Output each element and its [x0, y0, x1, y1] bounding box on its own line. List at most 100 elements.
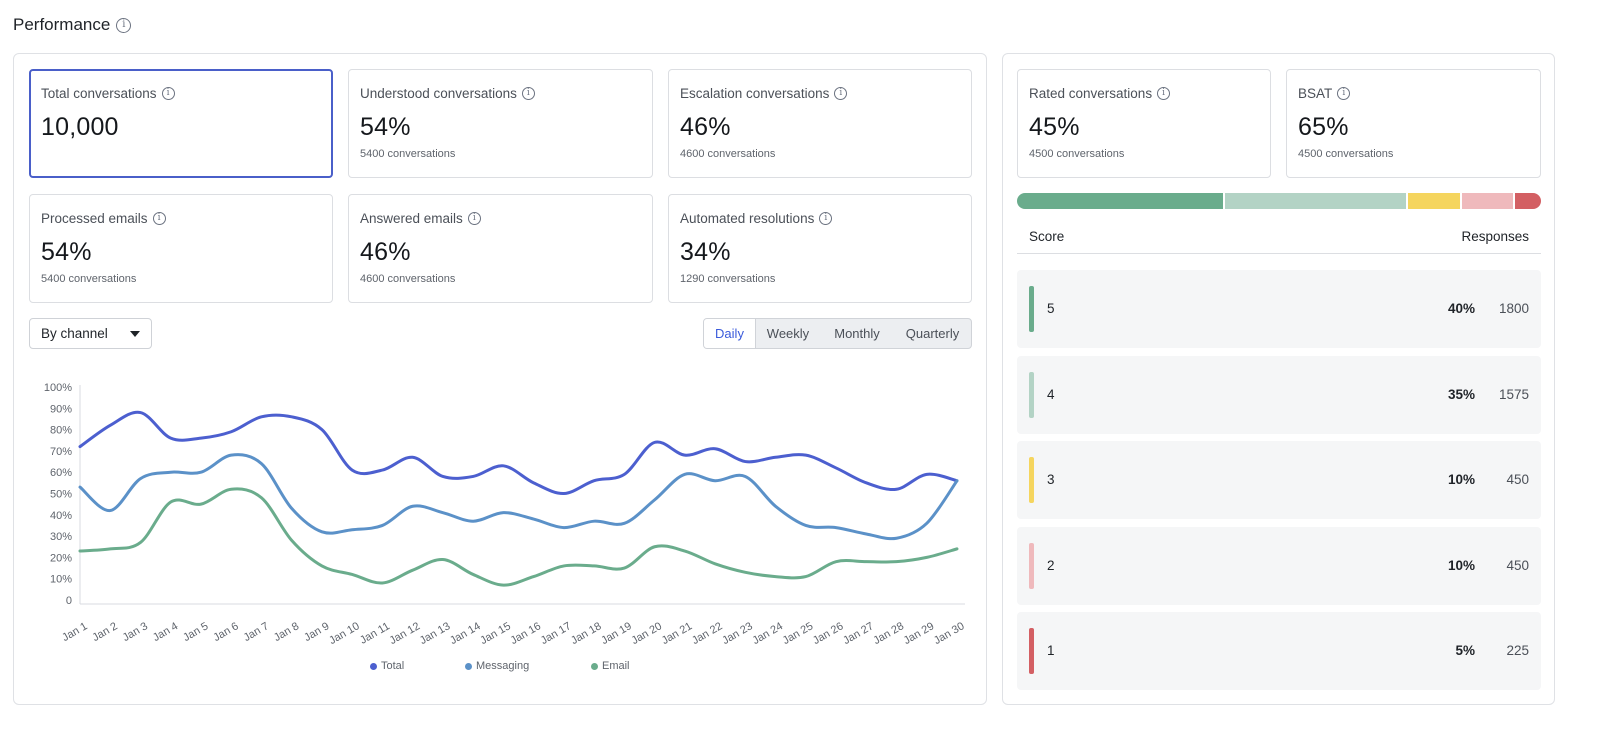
legend-item-total[interactable]: Total [370, 660, 404, 672]
info-icon[interactable]: i [834, 87, 848, 100]
conversation-metrics-panel: Total conversations i 10,000 Understood c… [13, 53, 987, 705]
channel-select[interactable]: By channel [29, 318, 152, 349]
legend-dot [591, 662, 598, 670]
y-tick-label: 30% [50, 531, 72, 543]
info-icon[interactable]: i [467, 212, 481, 225]
y-tick-label: 90% [50, 403, 72, 415]
x-tick-label: Jan 26 [811, 620, 846, 647]
score-response-count: 450 [1506, 558, 1529, 573]
metric-card-rated-conversations[interactable]: Rated conversations i 45% 4500 conversati… [1017, 69, 1271, 178]
metric-value: 65% [1298, 113, 1349, 141]
page-title: Performance i [13, 15, 132, 35]
metric-value: 54% [360, 113, 411, 141]
x-tick-label: Jan 29 [902, 620, 937, 647]
info-icon[interactable]: i [116, 17, 132, 33]
legend-label: Total [381, 660, 405, 672]
conversation-trend-chart: 010%20%30%40%50%60%70%80%90%100%Jan 1 Jan… [44, 382, 967, 647]
metric-subtext: 1290 conversations [680, 273, 776, 285]
x-tick-label: Jan 13 [418, 620, 453, 647]
score-percentage: 5% [1455, 643, 1475, 658]
x-tick-label: Jan 3 [121, 620, 150, 644]
bsat-segment-score-5[interactable] [1017, 193, 1224, 209]
score-row: 1 5% 225 [1017, 612, 1541, 690]
score-column-header: Score [1029, 229, 1065, 244]
score-color-bar [1029, 457, 1034, 503]
metric-card-understood-conversations[interactable]: Understood conversations i 54% 5400 conve… [348, 69, 653, 178]
legend-item-email[interactable]: Email [591, 660, 630, 672]
period-monthly-button[interactable]: Monthly [834, 326, 880, 341]
x-tick-label: Jan 23 [720, 620, 755, 647]
x-tick-label: Jan 7 [242, 620, 271, 644]
score-row: 3 10% 450 [1017, 441, 1541, 519]
metric-subtext: 5400 conversations [41, 273, 137, 285]
period-toggle: Daily Weekly Monthly Quarterly [703, 318, 972, 349]
metric-card-escalation-conversations[interactable]: Escalation conversations i 46% 4600 conve… [668, 69, 972, 178]
score-percentage: 40% [1447, 301, 1475, 316]
metric-value: 46% [360, 238, 411, 266]
y-tick-label: 10% [50, 574, 72, 586]
legend-label: Messaging [476, 660, 530, 672]
series-line-email [78, 487, 959, 587]
x-tick-label: Jan 28 [871, 620, 906, 647]
bsat-distribution-bar [1017, 193, 1541, 209]
x-tick-label: Jan 19 [599, 620, 634, 647]
x-tick-label: Jan 25 [781, 620, 816, 647]
metric-subtext: 4600 conversations [680, 148, 776, 160]
metric-subtext: 4500 conversations [1298, 148, 1394, 160]
score-value: 5 [1047, 301, 1055, 316]
metric-card-bsat[interactable]: BSAT i 65% 4500 conversations [1286, 69, 1541, 178]
period-weekly-button[interactable]: Weekly [766, 326, 810, 341]
metric-card-answered-emails[interactable]: Answered emails i 46% 4600 conversations [348, 194, 653, 303]
bsat-segment-score-2[interactable] [1461, 193, 1514, 209]
period-quarterly-button[interactable]: Quarterly [905, 326, 960, 341]
info-icon[interactable]: i [819, 212, 833, 225]
score-value: 2 [1047, 558, 1055, 573]
score-color-bar [1029, 628, 1034, 674]
info-icon[interactable]: i [1337, 87, 1351, 100]
score-response-count: 225 [1506, 643, 1529, 658]
metric-label: Answered emails [360, 211, 463, 226]
score-percentage: 10% [1447, 558, 1475, 573]
score-response-count: 1800 [1498, 301, 1529, 316]
bsat-segment-score-3[interactable] [1407, 193, 1460, 209]
metric-value: 54% [41, 238, 92, 266]
x-tick-label: Jan 30 [932, 620, 967, 647]
info-icon[interactable]: i [161, 87, 175, 100]
metric-subtext: 4600 conversations [360, 273, 456, 285]
x-tick-label: Jan 24 [750, 620, 785, 647]
metric-card-processed-emails[interactable]: Processed emails i 54% 5400 conversations [29, 194, 333, 303]
metric-value: 45% [1029, 113, 1080, 141]
y-tick-label: 0 [66, 595, 72, 607]
score-value: 4 [1047, 387, 1055, 402]
bsat-segment-score-1[interactable] [1515, 193, 1541, 209]
metric-label: BSAT [1298, 86, 1333, 101]
info-icon[interactable]: i [521, 87, 535, 100]
info-icon[interactable]: i [1157, 87, 1171, 100]
satisfaction-panel: Rated conversations i 45% 4500 conversati… [1002, 53, 1555, 705]
metric-label: Rated conversations [1029, 86, 1153, 101]
period-daily-button[interactable]: Daily [704, 319, 756, 348]
legend-item-messaging[interactable]: Messaging [465, 660, 529, 672]
metric-card-total-conversations[interactable]: Total conversations i 10,000 [29, 69, 333, 178]
series-line-messaging [78, 453, 959, 541]
score-value: 3 [1047, 472, 1055, 487]
x-tick-label: Jan 20 [629, 620, 664, 647]
score-row: 4 35% 1575 [1017, 356, 1541, 434]
score-response-count: 450 [1506, 472, 1529, 487]
metric-value: 10,000 [41, 113, 119, 141]
page-title-text: Performance [13, 15, 111, 34]
metric-label: Escalation conversations [680, 86, 830, 101]
bsat-segment-score-4[interactable] [1225, 193, 1406, 209]
x-tick-label: Jan 4 [151, 620, 180, 644]
legend-label: Email [602, 660, 630, 672]
x-tick-label: Jan 1 [60, 620, 89, 644]
metric-subtext: 5400 conversations [360, 148, 456, 160]
caret-down-icon [130, 331, 140, 337]
chart-legend: Total Messaging Email [14, 660, 988, 676]
score-color-bar [1029, 286, 1034, 332]
metric-card-automated-resolutions[interactable]: Automated resolutions i 34% 1290 conversa… [668, 194, 972, 303]
legend-dot [370, 662, 377, 670]
score-response-count: 1575 [1498, 387, 1529, 402]
info-icon[interactable]: i [152, 212, 166, 225]
y-tick-label: 40% [50, 510, 72, 522]
